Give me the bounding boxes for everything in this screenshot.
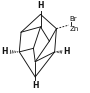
Text: Zn: Zn [70, 26, 79, 32]
Text: H: H [63, 47, 70, 56]
Text: H: H [1, 47, 8, 56]
Text: Br: Br [70, 16, 77, 22]
Text: H: H [32, 81, 38, 90]
Text: H: H [37, 1, 44, 10]
